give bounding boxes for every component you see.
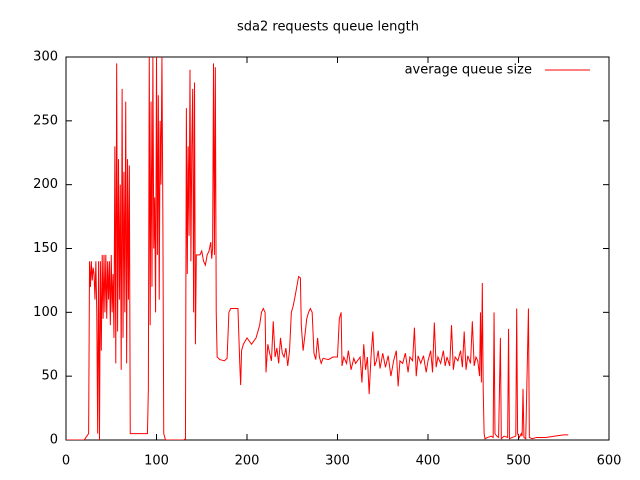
y-tick-label: 300	[33, 50, 58, 65]
y-tick-label: 250	[33, 113, 58, 128]
y-tick-label: 200	[33, 177, 58, 192]
data-line	[66, 57, 569, 440]
x-tick-label: 200	[235, 454, 260, 469]
x-tick-label: 300	[325, 454, 350, 469]
y-tick-label: 100	[33, 305, 58, 320]
y-tick-label: 150	[33, 241, 58, 256]
x-tick-label: 400	[416, 454, 441, 469]
x-tick-label: 500	[506, 454, 531, 469]
x-tick-label: 600	[597, 454, 622, 469]
legend-label: average queue size	[405, 63, 532, 78]
y-tick-label: 0	[50, 433, 58, 448]
x-tick-label: 100	[144, 454, 169, 469]
y-tick-label: 50	[41, 369, 58, 384]
plot-border	[65, 56, 610, 441]
x-tick-label: 0	[62, 454, 70, 469]
chart-title: sda2 requests queue length	[237, 20, 419, 35]
